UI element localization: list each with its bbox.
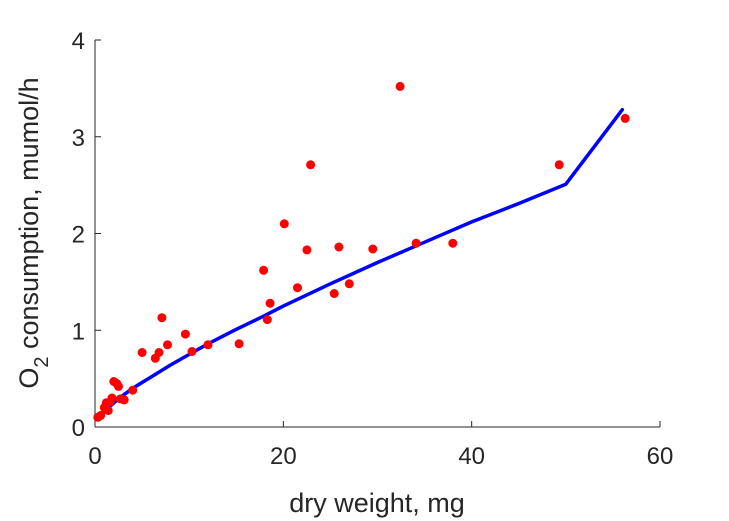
y-tick-label: 3 — [72, 125, 85, 152]
x-tick-label: 40 — [458, 443, 485, 470]
x-tick-label: 20 — [270, 443, 297, 470]
data-point — [395, 81, 405, 91]
data-point — [180, 329, 190, 339]
y-tick-label: 1 — [72, 318, 85, 345]
x-tick-label: 60 — [647, 443, 674, 470]
data-point — [259, 265, 269, 275]
data-point — [154, 348, 164, 357]
data-point — [411, 238, 421, 248]
y-tick-label: 2 — [72, 222, 85, 249]
data-point — [96, 410, 106, 420]
data-point — [554, 160, 564, 170]
data-point — [344, 279, 354, 289]
data-point — [368, 244, 378, 254]
data-point — [137, 348, 147, 357]
y-axis-label-main: O — [14, 368, 44, 389]
data-point — [293, 283, 302, 293]
fit-line — [97, 107, 625, 420]
points-layer — [93, 81, 630, 422]
y-axis-label-subscript: 2 — [31, 356, 53, 367]
data-point — [329, 289, 339, 298]
ticks: 0 20 40 60 0 1 2 3 4 — [72, 28, 674, 470]
data-point — [234, 339, 244, 349]
data-point — [114, 381, 123, 391]
data-point — [107, 393, 117, 403]
data-point — [187, 347, 197, 356]
data-point — [163, 340, 172, 350]
data-point — [302, 245, 312, 255]
data-point — [128, 385, 138, 395]
data-point — [448, 238, 458, 248]
data-point — [620, 113, 630, 123]
data-point — [265, 298, 275, 308]
x-axis-label: dry weight, mg — [289, 488, 465, 518]
data-point — [157, 313, 167, 323]
data-point — [119, 395, 129, 405]
fit-line-layer — [97, 107, 625, 420]
data-point — [203, 340, 213, 350]
data-point — [306, 160, 316, 170]
y-axis-label: O2 consumption, mumol/h — [14, 77, 53, 388]
y-tick-label: 0 — [72, 415, 85, 442]
axes — [94, 40, 660, 428]
data-point — [279, 219, 289, 229]
data-point — [103, 406, 113, 416]
data-point — [334, 242, 344, 252]
y-tick-label: 4 — [72, 28, 85, 55]
x-tick-label: 0 — [88, 443, 101, 470]
data-point — [262, 315, 272, 325]
y-axis-label-rest: consumption, mumol/h — [14, 77, 44, 356]
